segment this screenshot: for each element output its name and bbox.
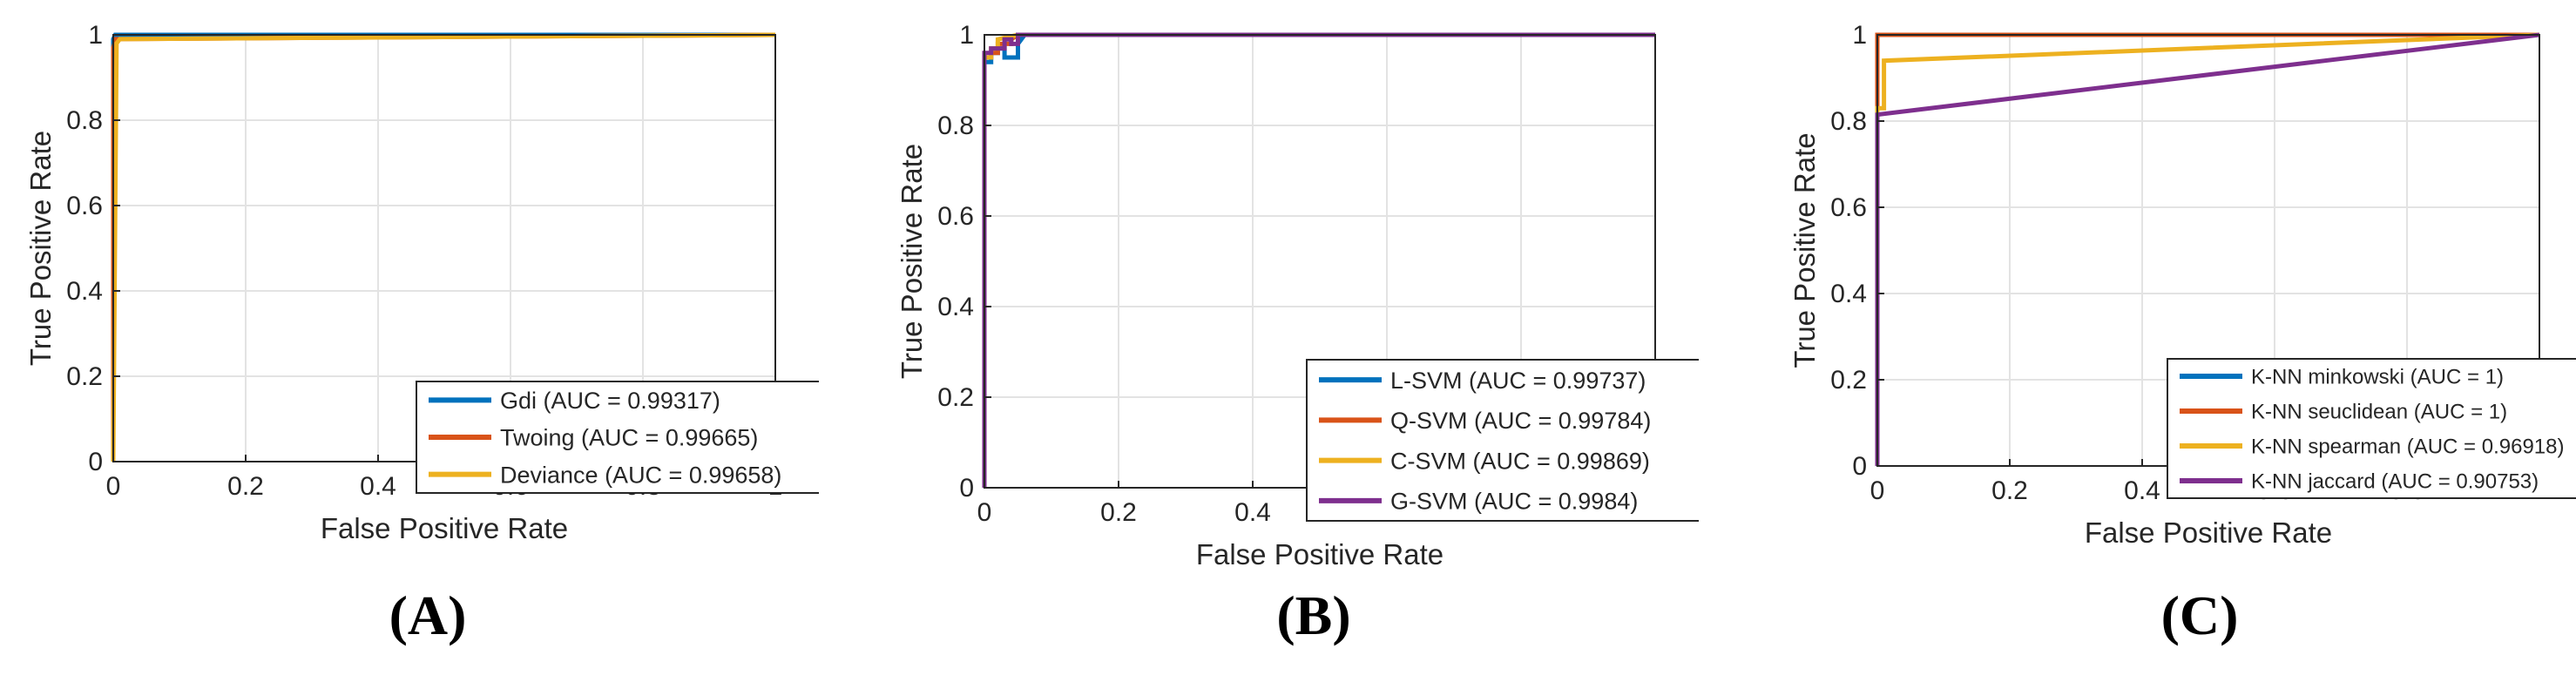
y-tick-label: 0 [959, 474, 974, 503]
y-tick-label: 1 [88, 21, 103, 50]
y-tick-label: 0.2 [937, 383, 974, 412]
y-tick-label: 0.6 [1830, 193, 1867, 222]
y-tick-label: 0.6 [66, 192, 103, 220]
x-tick-label: 0.2 [1991, 476, 2028, 505]
series-line-3 [111, 32, 776, 462]
x-tick-label: 0.4 [1234, 498, 1271, 527]
x-tick-label: 0 [1870, 476, 1885, 505]
x-tick-label: 0 [106, 472, 121, 501]
y-tick-label: 0.4 [66, 277, 103, 306]
x-axis-label: False Positive Rate [321, 512, 568, 544]
legend-label-2: K-NN seuclidean (AUC = 1) [2251, 401, 2507, 424]
x-tick-label: 0.4 [2124, 476, 2160, 505]
caption-b: (B) [1276, 584, 1351, 646]
y-tick-label: 0.2 [1830, 366, 1867, 395]
caption-a: (A) [389, 584, 467, 646]
legend-label-1: K-NN minkowski (AUC = 1) [2251, 366, 2504, 389]
x-tick-label: 0.2 [227, 472, 264, 501]
y-tick-label: 0 [1852, 452, 1867, 481]
legend-label-4: G-SVM (AUC = 0.9984) [1390, 489, 1638, 515]
x-tick-label: 0.2 [1100, 498, 1137, 527]
legend-label-3: K-NN spearman (AUC = 0.96918) [2251, 435, 2564, 459]
y-tick-label: 0.8 [937, 111, 974, 140]
x-tick-label: 0.4 [360, 472, 396, 501]
y-tick-label: 1 [1852, 21, 1867, 50]
y-axis-label: True Positive Rate [896, 144, 928, 379]
x-axis-label: False Positive Rate [1196, 538, 1444, 570]
y-tick-label: 0.4 [1830, 280, 1867, 308]
y-tick-label: 0.2 [66, 362, 103, 391]
legend-label-3: C-SVM (AUC = 0.99869) [1390, 448, 1650, 474]
y-tick-label: 0 [88, 448, 103, 476]
x-tick-label: 0 [977, 498, 992, 527]
legend-label-2: Twoing (AUC = 0.99665) [500, 425, 758, 451]
x-axis-label: False Positive Rate [2085, 516, 2332, 549]
y-tick-label: 1 [959, 21, 974, 50]
legend-box [2167, 358, 2576, 499]
legend-box [1306, 359, 1699, 522]
legend-label-3: Deviance (AUC = 0.99658) [500, 462, 781, 488]
y-tick-label: 0.6 [937, 202, 974, 231]
y-axis-label: True Positive Rate [24, 131, 57, 366]
series-line-4 [982, 32, 1655, 488]
y-tick-label: 0.8 [66, 106, 103, 135]
y-axis-label: True Positive Rate [1788, 132, 1821, 368]
y-tick-label: 0.8 [1830, 107, 1867, 136]
legend-label-1: L-SVM (AUC = 0.99737) [1390, 368, 1646, 394]
y-tick-label: 0.4 [937, 293, 974, 321]
legend-label-4: K-NN jaccard (AUC = 0.90753) [2251, 470, 2539, 494]
legend-label-1: Gdi (AUC = 0.99317) [500, 388, 720, 414]
legend-label-2: Q-SVM (AUC = 0.99784) [1390, 408, 1651, 434]
caption-c: (C) [2160, 584, 2239, 646]
